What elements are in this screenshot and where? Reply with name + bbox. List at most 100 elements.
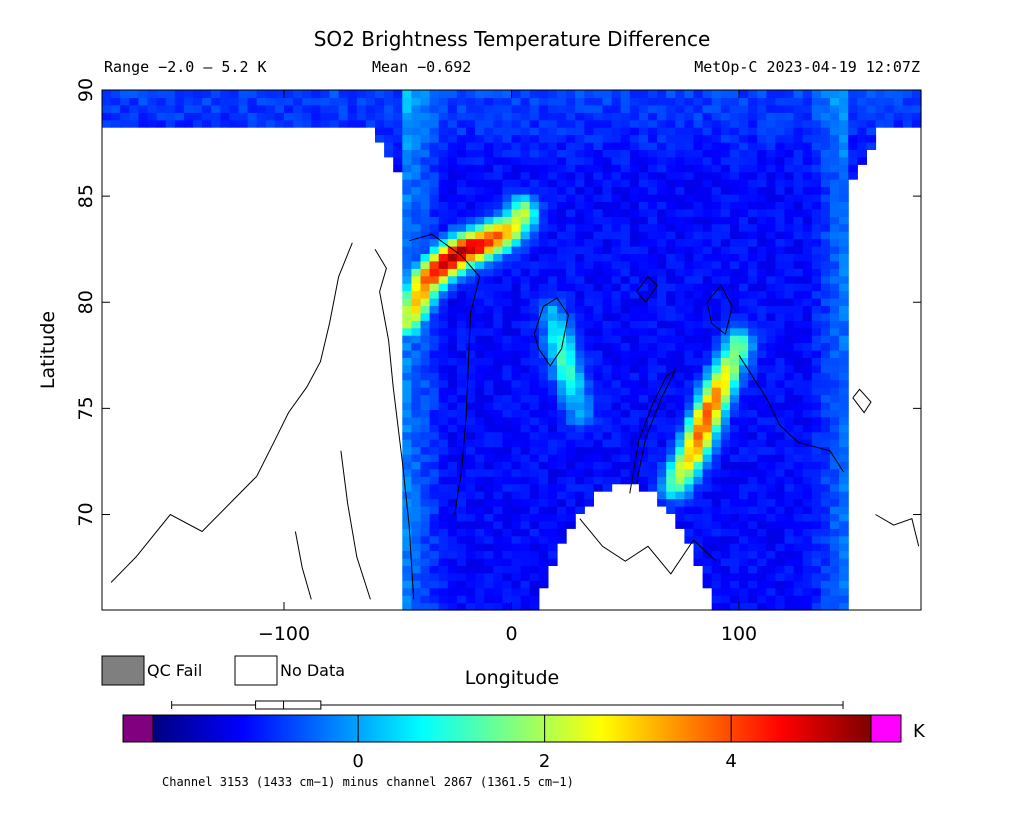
heatmap-cell [702, 290, 713, 299]
heatmap-cell [720, 558, 731, 566]
heatmap-cell [766, 275, 776, 284]
heatmap-cell [529, 520, 540, 529]
heatmap-cell [657, 97, 667, 106]
heatmap-cell [538, 104, 549, 113]
heatmap-cell [111, 90, 121, 98]
heatmap-cell [484, 223, 494, 232]
heatmap-cell [484, 186, 494, 195]
heatmap-cell [620, 350, 631, 358]
heatmap-cell [748, 439, 758, 448]
heatmap-cell [584, 498, 594, 507]
heatmap-cell [293, 119, 303, 128]
heatmap-cell [657, 498, 667, 507]
heatmap-cell [475, 476, 485, 485]
heatmap-cell [520, 208, 531, 217]
heatmap-cell [666, 402, 676, 410]
heatmap-cell [438, 127, 449, 136]
heatmap-cell [839, 350, 849, 358]
heatmap-cell [802, 134, 813, 143]
heatmap-cell [466, 357, 476, 366]
heatmap-cell [411, 572, 422, 581]
heatmap-cell [138, 90, 149, 98]
heatmap-cell [657, 149, 667, 158]
heatmap-cell [666, 283, 676, 292]
heatmap-cell [547, 409, 558, 418]
heatmap-cell [420, 156, 431, 165]
heatmap-cell [575, 387, 585, 396]
heatmap-cell [420, 201, 431, 210]
heatmap-cell [729, 298, 740, 306]
heatmap-cell [748, 394, 758, 403]
heatmap-cell [375, 134, 385, 143]
heatmap-cell [593, 268, 604, 277]
heatmap-cell [739, 253, 749, 262]
heatmap-cell [557, 506, 567, 514]
heatmap-cell [684, 431, 695, 440]
heatmap-cell [820, 283, 831, 292]
heatmap-cell [593, 208, 604, 217]
heatmap-cell [584, 424, 594, 433]
heatmap-cell [557, 476, 567, 485]
heatmap-cell [256, 90, 267, 98]
heatmap-cell [620, 156, 631, 165]
heatmap-cell [447, 119, 458, 128]
heatmap-cell [466, 342, 476, 351]
heatmap-cell [793, 602, 804, 611]
heatmap-cell [420, 394, 431, 403]
heatmap-cell [648, 402, 658, 410]
heatmap-cell [657, 431, 667, 440]
heatmap-cell [729, 372, 740, 381]
heatmap-cell [475, 550, 485, 559]
heatmap-cell [693, 327, 704, 336]
heatmap-cell [420, 104, 431, 113]
heatmap-cell [839, 327, 849, 336]
heatmap-cell [720, 298, 731, 306]
heatmap-cell [684, 246, 695, 254]
heatmap-cell [811, 238, 822, 247]
heatmap-cell [547, 260, 558, 269]
heatmap-cell [411, 134, 422, 143]
heatmap-cell [684, 372, 695, 381]
heatmap-cell [702, 275, 713, 284]
heatmap-cell [438, 446, 449, 455]
heatmap-cell [547, 476, 558, 485]
heatmap-cell [511, 134, 522, 143]
heatmap-cell [529, 253, 540, 262]
heatmap-cell [584, 468, 594, 477]
heatmap-cell [529, 201, 540, 210]
coastline [294, 531, 312, 600]
heatmap-cell [129, 97, 139, 106]
heatmap-cell [729, 550, 740, 559]
heatmap-cell [739, 483, 749, 492]
heatmap-cell [811, 387, 822, 396]
heatmap-cell [411, 461, 422, 470]
heatmap-cell [466, 580, 476, 589]
heatmap-cell [693, 253, 704, 262]
heatmap-cell [784, 446, 795, 455]
heatmap-cell [766, 208, 776, 217]
heatmap-cell [538, 194, 549, 202]
heatmap-cell [711, 208, 722, 217]
heatmap-cell [602, 335, 613, 344]
heatmap-cell [438, 468, 449, 477]
heatmap-cell [766, 357, 776, 366]
heatmap-cell [793, 312, 804, 321]
heatmap-cell [438, 246, 449, 254]
heatmap-cell [784, 439, 795, 448]
heatmap-cell [666, 379, 676, 388]
heatmap-cell [784, 550, 795, 559]
heatmap-cell [775, 461, 786, 470]
heatmap-cell [429, 565, 440, 574]
heatmap-cell [739, 439, 749, 448]
heatmap-cell [793, 446, 804, 455]
heatmap-cell [729, 320, 740, 329]
heatmap-cell [529, 572, 540, 581]
heatmap-cell [475, 149, 485, 158]
heatmap-cell [811, 246, 822, 254]
heatmap-cell [839, 231, 849, 240]
heatmap-cell [839, 595, 849, 604]
heatmap-cell [393, 119, 403, 128]
heatmap-cell [129, 112, 139, 121]
heatmap-cell [475, 513, 485, 522]
colorbar-boxplot [171, 700, 844, 710]
